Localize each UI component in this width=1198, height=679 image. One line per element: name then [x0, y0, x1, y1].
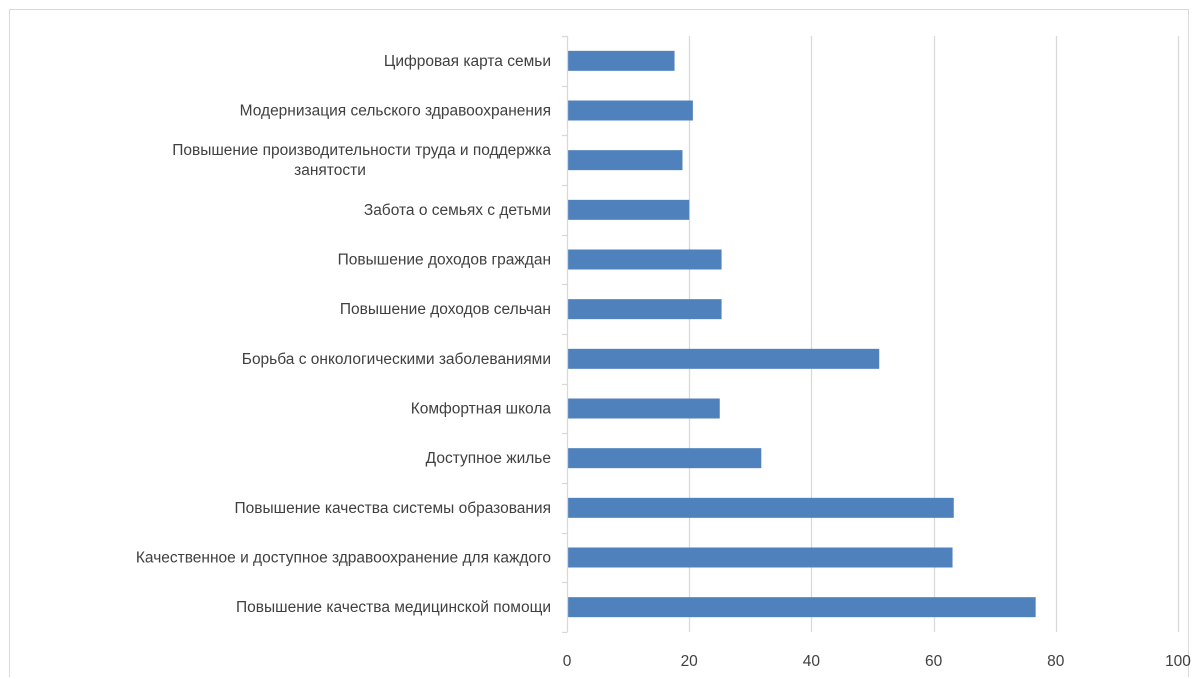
bar [568, 299, 722, 320]
category-label: Борьба с онкологическими заболеваниями [242, 351, 551, 368]
category-label: Повышение доходов граждан [338, 252, 551, 269]
x-tick-label: 60 [925, 653, 943, 670]
x-tick-labels: 0 20 40 60 80 100 [563, 653, 1192, 670]
category-label: занятости [294, 162, 366, 179]
x-tick-label: 40 [803, 653, 821, 670]
x-tick-label: 20 [681, 653, 699, 670]
bar [568, 547, 953, 568]
category-label: Повышение качества медицинской помощи [236, 599, 551, 616]
x-tick-label: 80 [1047, 653, 1065, 670]
bar [568, 100, 693, 121]
bar [568, 398, 720, 419]
x-tick-label: 0 [563, 653, 572, 670]
bar [568, 348, 880, 369]
category-label: Доступное жилье [426, 450, 551, 467]
bar [568, 597, 1036, 618]
axes [562, 35, 569, 634]
bar [568, 150, 683, 171]
gridlines [688, 36, 1180, 632]
category-label: Повышение производительности труда и под… [172, 142, 551, 159]
category-label: Цифровая карта семьи [384, 53, 551, 70]
bar [568, 497, 954, 518]
bar [568, 249, 722, 270]
category-label: Комфортная школа [411, 401, 552, 418]
bar [568, 50, 675, 71]
bar [568, 448, 762, 469]
category-label: Модернизация сельского здравоохранения [240, 103, 551, 120]
category-label: Качественное и доступное здравоохранение… [136, 550, 551, 567]
bars [568, 50, 1036, 618]
category-label: Повышение качества системы образования [235, 500, 552, 517]
category-label: Повышение доходов сельчан [340, 301, 551, 318]
x-tick-label: 100 [1165, 653, 1191, 670]
category-label: Забота о семьях с детьми [364, 202, 551, 219]
category-labels: Цифровая карта семьи Модернизация сельско… [136, 53, 551, 616]
bar [568, 199, 690, 220]
